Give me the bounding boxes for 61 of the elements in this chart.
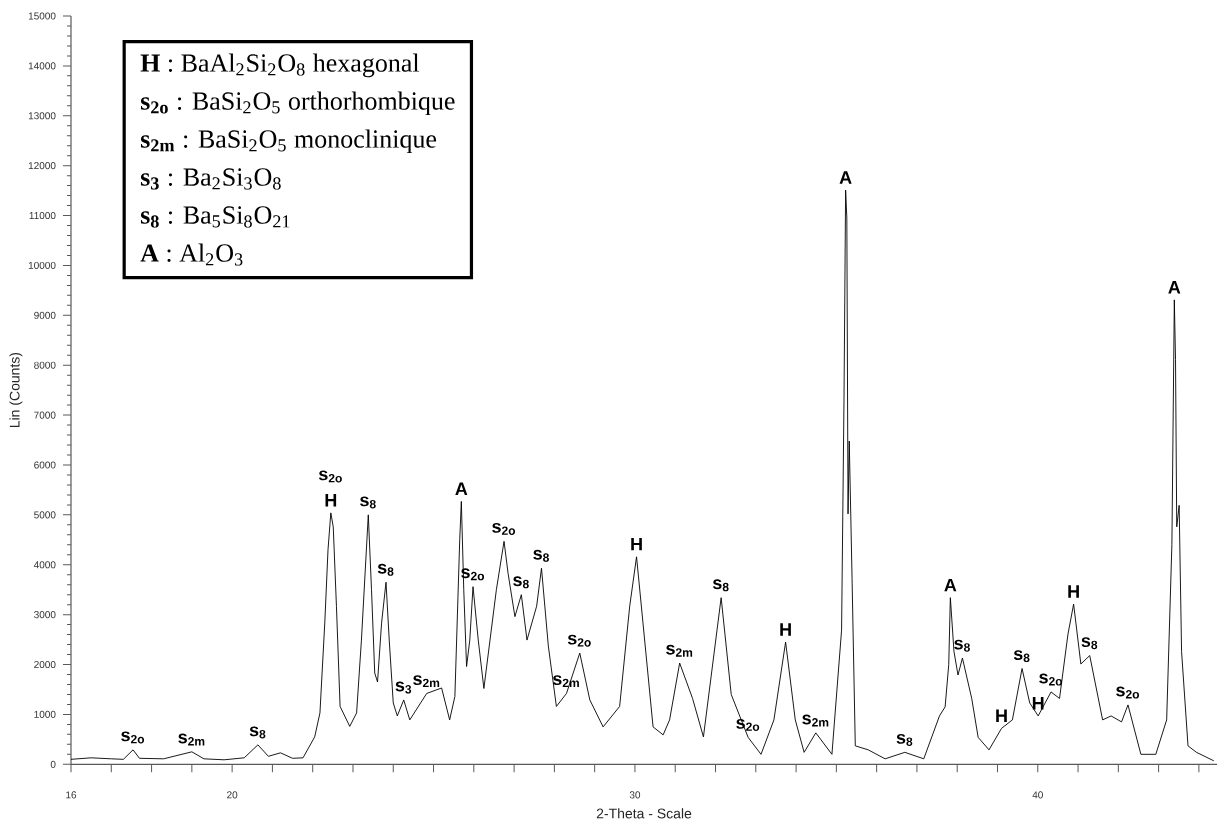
y-tick-label: 11000 xyxy=(29,211,56,220)
text: s$_{2m}$ : BaSi$_{2}$O$_{5}$ monoclinique xyxy=(140,129,437,154)
annotation: s$_{2m}$ xyxy=(552,675,579,687)
y-tick-label: 10000 xyxy=(28,261,56,269)
text: s$_{8}$ : Ba$_{5}$Si$_{8}$O$_{21}$ xyxy=(140,206,290,228)
y-tick-label: 7000 xyxy=(34,411,56,419)
annotation: H : BaAl$_{2}$Si$_{2}$O$_{8}$ hexagonal xyxy=(140,53,420,78)
x-axis-title: 2-Theta - Scale xyxy=(596,808,692,819)
annotation: A xyxy=(944,578,957,592)
annotation: s$_{8}$ xyxy=(1013,650,1030,663)
text: s$_{3}$ : Ba$_{2}$Si$_{3}$O$_{8}$ xyxy=(140,168,281,190)
annotation: H xyxy=(631,537,642,551)
annotation: s$_{2o}$ xyxy=(121,731,145,744)
annotation: A : Al$_{2}$O$_{3}$ xyxy=(140,243,243,266)
y-tick-label: 13000 xyxy=(28,112,56,120)
annotation: A xyxy=(839,171,852,184)
y-tick-label: 1000 xyxy=(34,710,56,718)
annotation: H xyxy=(1068,585,1079,598)
annotation: s$_{8}$ xyxy=(954,639,970,652)
annotation: s$_{2o}$ xyxy=(1039,673,1063,686)
x-tick-label: 16 xyxy=(66,791,77,799)
annotation: s$_{8}$ xyxy=(513,576,529,589)
annotation: s$_{2m}$ xyxy=(666,644,693,657)
annotation: s$_{2o}$ xyxy=(1116,686,1140,699)
y-tick-label: 14000 xyxy=(28,62,56,70)
annotation: A xyxy=(455,482,468,495)
annotation: A xyxy=(1168,281,1181,294)
annotation: s$_{3}$ xyxy=(395,681,412,694)
x-tick-label: 30 xyxy=(629,791,641,799)
y-tick-label: 9000 xyxy=(34,311,56,319)
y-axis-title: Lin (Counts) xyxy=(9,352,23,428)
annotation: s$_{8}$ xyxy=(896,733,913,746)
annotation: H xyxy=(1032,697,1044,710)
y-tick-label: 4000 xyxy=(33,561,56,569)
text: s$_{2o}$ : BaSi$_{2}$O$_{5}$ orthorhombique xyxy=(140,91,455,116)
annotation: s$_{8}$ xyxy=(533,549,549,562)
annotation: H xyxy=(996,709,1007,722)
y-tick-label: 2000 xyxy=(34,660,56,668)
annotation: s$_{2m}$ xyxy=(413,675,440,687)
annotation: s$_{8}$ xyxy=(360,496,376,509)
annotation: s$_{8}$ xyxy=(1081,637,1098,650)
annotation: s$_{2m}$ xyxy=(802,714,829,727)
x-tick-label: 40 xyxy=(1032,791,1043,799)
y-tick-label: 12000 xyxy=(28,162,56,170)
y-tick-label: 8000 xyxy=(34,361,56,369)
annotation: s$_{2o}$ xyxy=(736,718,760,731)
annotation: s$_{2m}$ xyxy=(178,733,205,746)
annotation: s$_{2o}$ xyxy=(318,470,342,483)
annotation: s$_{8}$ xyxy=(712,579,729,592)
y-tick-label: 6000 xyxy=(34,461,56,469)
y-tick-label: 3000 xyxy=(34,611,56,619)
annotation: s$_{2o}$ xyxy=(492,522,516,535)
annotation: s$_{8}$ xyxy=(249,726,266,739)
annotation: s$_{8}$ xyxy=(377,563,394,576)
annotation: s$_{2o}$ xyxy=(567,634,591,647)
y-tick-label: 15000 xyxy=(28,12,56,20)
annotation: H xyxy=(325,494,337,507)
annotation: H xyxy=(780,623,791,636)
y-tick-label: 0 xyxy=(50,760,56,768)
x-tick-label: 20 xyxy=(227,791,238,799)
y-tick-label: 5000 xyxy=(34,511,56,519)
